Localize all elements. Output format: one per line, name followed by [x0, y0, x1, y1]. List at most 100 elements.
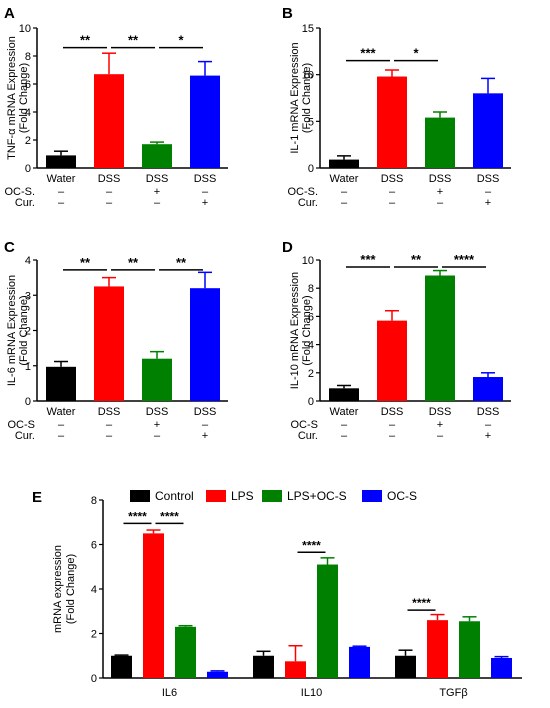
treatment-label: Cur.: [298, 197, 318, 209]
treatment-sign: –: [58, 186, 65, 198]
significance-label: **: [128, 255, 139, 270]
y-tick-label: 2: [308, 368, 314, 380]
treatment-sign: +: [437, 419, 443, 431]
treatment-sign: –: [58, 430, 65, 442]
treatment-sign: –: [437, 197, 444, 209]
legend-swatch: [206, 490, 226, 502]
y-axis-label-unit: (Fold Change): [301, 295, 313, 365]
treatment-sign: –: [58, 197, 65, 209]
legend-label: LPS+OC-S: [287, 489, 347, 503]
x-tick-label: DSS: [381, 406, 404, 418]
panel-letter-a: A: [4, 5, 15, 22]
x-tick-label: Water: [330, 406, 359, 418]
y-tick-label: 4: [91, 584, 97, 596]
treatment-sign: –: [389, 186, 396, 198]
y-tick-label: 6: [308, 311, 314, 323]
treatment-sign: –: [341, 419, 348, 431]
significance-label: ***: [360, 252, 376, 267]
legend: Control LPS LPS+OC-S OC-S: [130, 489, 417, 503]
x-tick-label: IL6: [162, 687, 177, 699]
significance-label: **: [128, 33, 139, 48]
treatment-label: OC-S: [291, 419, 319, 431]
bar: [329, 159, 359, 168]
significance-label: ****: [302, 538, 321, 552]
bar: [317, 564, 338, 678]
treatment-sign: +: [485, 197, 491, 209]
panel-c: 0 1 2 3 4 IL-6 mRNA Expression (Fold Change) Wa…: [6, 255, 228, 442]
y-tick-label: 6: [91, 540, 97, 552]
bar: [473, 377, 503, 401]
y-tick-label: 0: [308, 396, 314, 408]
treatment-sign: –: [437, 430, 444, 442]
x-tick-label: DSS: [98, 406, 121, 418]
legend-label: LPS: [231, 489, 254, 503]
x-tick-label: DSS: [146, 173, 169, 185]
treatment-sign: –: [202, 186, 209, 198]
y-tick-label: 8: [25, 51, 31, 63]
legend-label: OC-S: [387, 489, 417, 503]
treatment-sign: –: [106, 186, 113, 198]
x-tick-label: DSS: [477, 406, 500, 418]
treatment-sign: –: [154, 430, 161, 442]
significance-label: ***: [360, 46, 376, 61]
y-axis-label: mRNA expression: [52, 545, 64, 633]
bar: [329, 388, 359, 401]
y-axis-label: IL-10 mRNA Expression: [289, 272, 301, 389]
x-tick-label: Water: [47, 406, 76, 418]
y-axis-label: TNF-α mRNA Expression: [6, 36, 18, 160]
x-tick-label: Water: [47, 173, 76, 185]
significance-label: ****: [412, 596, 431, 610]
y-tick-label: 6: [25, 79, 31, 91]
treatment-label: OC-S.: [287, 186, 318, 198]
treatment-label: Cur.: [15, 197, 35, 209]
treatment-sign: –: [389, 419, 396, 431]
significance-label: ****: [128, 509, 147, 523]
x-tick-label: DSS: [381, 173, 404, 185]
significance-label: **: [80, 33, 91, 48]
panel-letter-b: B: [282, 5, 293, 22]
y-tick-label: 0: [91, 673, 97, 685]
treatment-sign: –: [106, 430, 113, 442]
bar: [285, 661, 306, 678]
y-tick-label: 0: [25, 163, 31, 175]
bar: [253, 655, 274, 678]
y-tick-label: 10: [302, 255, 314, 267]
y-axis-label-unit: (Fold Change): [65, 554, 77, 624]
y-tick-label: 8: [91, 495, 97, 507]
legend-swatch: [362, 490, 382, 502]
x-tick-label: Water: [330, 173, 359, 185]
y-tick-label: 2: [91, 629, 97, 641]
y-tick-label: 1: [25, 361, 31, 373]
treatment-sign: +: [485, 430, 491, 442]
y-tick-label: 5: [308, 116, 314, 128]
x-tick-label: DSS: [98, 173, 121, 185]
treatment-sign: +: [202, 430, 208, 442]
significance-label: ****: [160, 509, 179, 523]
treatment-sign: –: [485, 186, 492, 198]
x-tick-label: DSS: [146, 406, 169, 418]
bar: [142, 358, 172, 401]
treatment-sign: –: [389, 430, 396, 442]
y-tick-label: 8: [308, 283, 314, 295]
y-axis-label-unit: (Fold Change): [18, 295, 30, 365]
treatment-sign: +: [154, 419, 160, 431]
y-axis-label: IL-6 mRNA Expression: [6, 275, 18, 386]
x-tick-label: DSS: [477, 173, 500, 185]
bar: [142, 144, 172, 168]
legend-label: Control: [155, 489, 194, 503]
bar: [349, 646, 370, 678]
y-tick-label: 4: [25, 255, 31, 267]
treatment-sign: –: [202, 419, 209, 431]
y-tick-label: 3: [25, 290, 31, 302]
x-tick-label: DSS: [194, 173, 217, 185]
x-tick-label: TGFβ: [439, 687, 467, 699]
significance-label: *: [413, 46, 419, 61]
bar: [94, 74, 124, 168]
bar: [395, 655, 416, 678]
legend-swatch: [130, 490, 150, 502]
x-tick-label: DSS: [194, 406, 217, 418]
treatment-sign: –: [341, 186, 348, 198]
bar: [190, 75, 220, 168]
